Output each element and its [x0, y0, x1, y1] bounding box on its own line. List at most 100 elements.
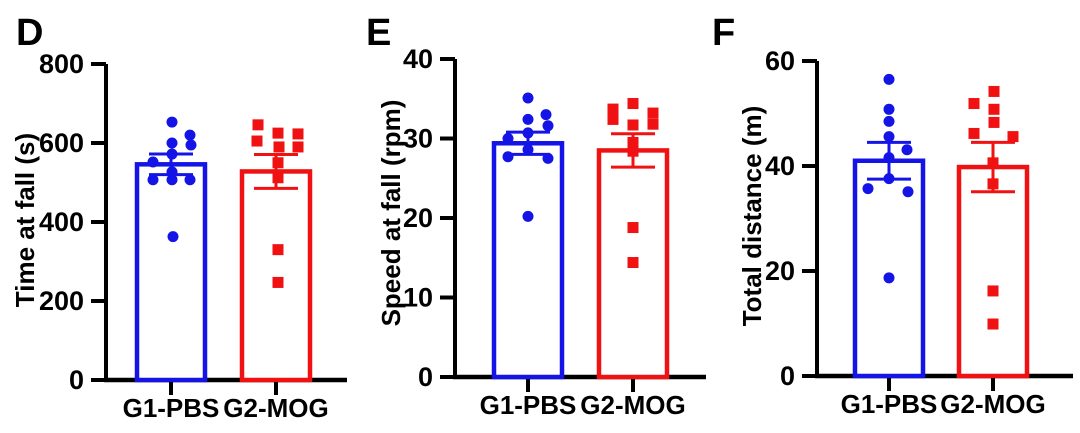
y-tick-label: 40: [765, 151, 795, 181]
group-g1-pbs: G1-PBS: [123, 116, 220, 423]
data-point-square: [292, 128, 304, 140]
y-axis-title-time-at-fall: Time at fall (s): [10, 132, 40, 308]
y-tick-label: 600: [39, 128, 84, 158]
y-tick-label: 0: [69, 365, 84, 395]
y-tick-label: 200: [39, 286, 84, 316]
data-point-square: [272, 172, 284, 184]
data-point-square: [627, 257, 639, 269]
data-point-circle: [147, 156, 159, 168]
panel-d: 0 200 400 600 800 G1-PBS G2-MOG: [39, 49, 347, 423]
data-point-square: [647, 107, 659, 119]
x-axis-label-g2-mog: G2-MOG: [940, 389, 1045, 419]
panel-f: 0 20 40 60 G1-PBS G2-MOG: [765, 46, 1073, 419]
data-point-square: [627, 222, 639, 234]
data-point-circle: [166, 137, 178, 149]
x-axis-label-g1-pbs: G1-PBS: [123, 393, 220, 423]
data-point-circle: [185, 139, 197, 151]
x-axis-label-g2-mog: G2-MOG: [223, 393, 328, 423]
data-point-circle: [883, 115, 895, 127]
group-g2-mog: G2-MOG: [580, 98, 686, 420]
data-point-circle: [522, 144, 534, 156]
data-point-circle: [540, 109, 552, 121]
data-point-circle: [522, 210, 534, 222]
data-point-square: [607, 103, 619, 115]
bar-g1-pbs: [491, 141, 565, 380]
y-axis-title-speed-at-fall: Speed at fall (rpm): [376, 99, 406, 327]
data-point-square: [272, 157, 284, 169]
bar-g1-pbs: [852, 158, 926, 379]
y-tick-label: 30: [403, 124, 433, 154]
data-point-circle: [883, 272, 895, 284]
data-point-square: [988, 116, 1000, 128]
data-point-square: [627, 98, 639, 110]
data-point-square: [968, 98, 980, 110]
data-point-circle: [542, 120, 554, 132]
data-point-circle: [147, 174, 159, 186]
data-point-square: [987, 285, 999, 297]
panel-letter-e: E: [366, 12, 392, 54]
data-point-circle: [184, 129, 196, 141]
data-point-circle: [902, 186, 914, 198]
data-point-square: [272, 244, 284, 256]
group-g1-pbs: G1-PBS: [841, 73, 938, 419]
data-point-circle: [502, 133, 514, 144]
y-tick-label: 20: [403, 203, 433, 233]
data-point-circle: [522, 113, 534, 125]
data-point-circle: [883, 73, 895, 85]
group-g2-mog: G2-MOG: [940, 85, 1046, 419]
data-point-square: [988, 103, 1000, 115]
data-point-circle: [166, 148, 178, 160]
data-point-square: [627, 136, 639, 148]
panel-letter-d: D: [16, 12, 44, 54]
y-tick-label: 0: [780, 361, 795, 391]
x-axis-label-g2-mog: G2-MOG: [580, 390, 685, 420]
data-point-square: [292, 141, 304, 153]
group-g1-pbs: G1-PBS: [480, 92, 577, 420]
data-point-circle: [883, 173, 895, 185]
data-point-square: [273, 141, 285, 153]
y-tick-label: 400: [39, 207, 84, 237]
data-point-circle: [167, 231, 179, 243]
y-tick-label: 60: [765, 46, 795, 76]
data-point-circle: [883, 152, 895, 164]
data-point-circle: [883, 131, 895, 143]
data-point-square: [987, 157, 999, 169]
y-tick-label: 0: [418, 362, 433, 392]
data-point-square: [988, 85, 1000, 97]
data-point-circle: [166, 116, 178, 128]
y-tick-label: 20: [765, 256, 795, 286]
x-axis-label-g1-pbs: G1-PBS: [841, 389, 938, 419]
y-tick-label: 40: [403, 44, 433, 74]
bar-g2-mog: [956, 164, 1030, 379]
bar-g1-pbs: [134, 162, 208, 383]
data-point-circle: [522, 127, 534, 139]
data-point-square: [627, 119, 639, 131]
data-point-circle: [522, 92, 534, 104]
data-point-circle: [542, 152, 554, 164]
panel-e: 0 10 20 30 40 G1-PBS G2-MOG: [403, 44, 706, 420]
data-point-square: [627, 145, 639, 157]
data-point-circle: [883, 103, 895, 115]
data-point-circle: [862, 183, 874, 195]
data-point-square: [607, 113, 619, 125]
panel-letter-f: F: [712, 12, 736, 54]
data-point-circle: [502, 151, 514, 163]
data-point-square: [272, 127, 284, 139]
data-point-circle: [166, 166, 178, 178]
data-point-square: [251, 135, 263, 147]
data-point-square: [987, 318, 999, 330]
data-point-square: [968, 127, 980, 139]
y-tick-label: 800: [39, 49, 84, 79]
y-axis-title-total-distance: Total distance (m): [737, 105, 767, 327]
data-point-square: [252, 119, 264, 131]
data-point-circle: [166, 174, 178, 186]
x-axis-label-g1-pbs: G1-PBS: [480, 390, 577, 420]
data-point-square: [1007, 131, 1019, 143]
y-tick-label: 10: [403, 283, 433, 313]
data-point-square: [272, 276, 284, 288]
data-point-square: [987, 178, 999, 190]
data-point-circle: [184, 174, 196, 186]
group-g2-mog: G2-MOG: [223, 119, 329, 423]
